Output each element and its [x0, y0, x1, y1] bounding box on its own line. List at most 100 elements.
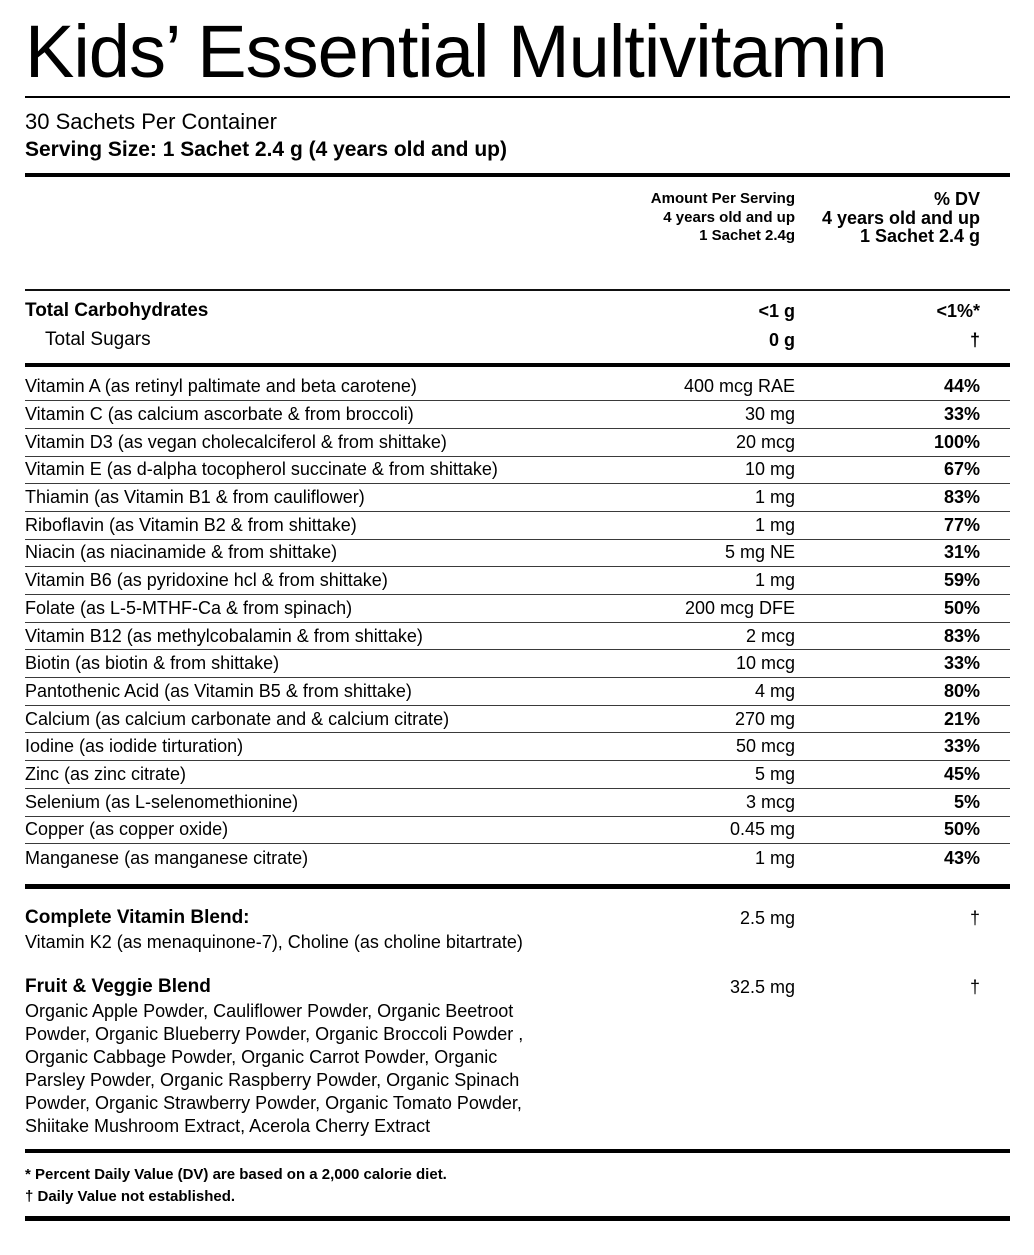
macro-dv: † [969, 329, 980, 350]
column-headers: Amount Per Serving 4 years old and up 1 … [25, 190, 1010, 246]
nutrient-label: Zinc (as zinc citrate) [25, 763, 187, 784]
blend-ingredients: Vitamin K2 (as menaquinone-7), Choline (… [25, 931, 523, 952]
macro-row: Total Carbohydrates <1 g <1%* [25, 297, 1010, 326]
nutrient-row: Copper (as copper oxide) 0.45 mg 50% [25, 817, 1010, 845]
nutrient-label: Manganese (as manganese citrate) [25, 847, 309, 868]
product-title: Kids’ Essential Multivitamin [25, 10, 888, 93]
nutrient-dv: 5% [953, 791, 980, 812]
blend-amount: 2.5 mg [739, 907, 795, 928]
nutrient-label: Riboflavin (as Vitamin B2 & from shittak… [25, 514, 357, 535]
nutrient-label: Vitamin B6 (as pyridoxine hcl & from shi… [25, 570, 388, 591]
nutrient-dv: 50% [943, 597, 980, 618]
nutrient-amount: 200 mcg DFE [684, 597, 795, 618]
nutrient-amount: 30 mg [744, 404, 795, 425]
blend-text: Complete Vitamin Blend: Vitamin K2 (as m… [25, 906, 565, 954]
nutrient-amount: 1 mg [754, 487, 795, 508]
nutrient-dv: 44% [943, 376, 980, 397]
nutrient-label: Iodine (as iodide tirturation) [25, 736, 244, 757]
nutrient-row: Manganese (as manganese citrate) 1 mg 43… [25, 844, 1010, 872]
nutrient-row: Selenium (as L-selenomethionine) 3 mcg 5… [25, 789, 1010, 817]
nutrient-row: Pantothenic Acid (as Vitamin B5 & from s… [25, 678, 1010, 706]
divider-bottom [25, 1215, 1010, 1221]
nutrient-dv: 83% [943, 625, 980, 646]
nutrient-amount: 0.45 mg [729, 819, 795, 840]
macro-label: Total Carbohydrates [25, 300, 209, 321]
blend-dv: † [969, 976, 980, 997]
nutrient-amount: 1 mg [754, 514, 795, 535]
dv-header-line-1: % DV [933, 189, 980, 209]
nutrient-label: Vitamin B12 (as methylcobalamin & from s… [25, 625, 423, 646]
divider-under-serving [25, 173, 1010, 177]
nutrient-row: Folate (as L-5-MTHF-Ca & from spinach) 2… [25, 595, 1010, 623]
nutrient-dv: 31% [943, 542, 980, 563]
blend-name: Complete Vitamin Blend: [25, 906, 250, 928]
nutrient-label: Niacin (as niacinamide & from shittake) [25, 542, 338, 563]
nutrient-dv: 45% [943, 763, 980, 784]
nutrient-row: Zinc (as zinc citrate) 5 mg 45% [25, 761, 1010, 789]
nutrient-label: Calcium (as calcium carbonate and & calc… [25, 708, 450, 729]
macro-label: Total Sugars [45, 329, 151, 350]
divider-above-blends [25, 883, 1010, 889]
nutrient-row: Iodine (as iodide tirturation) 50 mcg 33… [25, 733, 1010, 762]
macro-dv: <1%* [936, 300, 980, 321]
nutrient-dv: 59% [943, 570, 980, 591]
dv-header-line-3: 1 Sachet 2.4 g [859, 226, 980, 246]
nutrient-amount: 270 mg [734, 708, 795, 729]
dv-header-line-2: 4 years old and up [821, 207, 980, 228]
nutrient-amount: 50 mcg [735, 736, 795, 757]
nutrient-dv: 33% [943, 736, 980, 757]
nutrient-amount: 5 mg NE [724, 542, 795, 563]
carbohydrate-section: Total Carbohydrates <1 g <1%* Total Suga… [25, 291, 1010, 363]
serving-size: Serving Size: 1 Sachet 2.4 g (4 years ol… [25, 138, 507, 161]
amount-column-header: Amount Per Serving 4 years old and up 1 … [565, 190, 795, 246]
nutrient-row: Vitamin D3 (as vegan cholecalciferol & f… [25, 429, 1010, 457]
amount-header-line-3: 1 Sachet 2.4g [699, 227, 795, 244]
fruit-veggie-blend-section: Fruit & Veggie Blend Organic Apple Powde… [25, 975, 1010, 1138]
nutrient-dv: 67% [943, 459, 980, 480]
dv-column-header: % DV 4 years old and up 1 Sachet 2.4 g [795, 190, 980, 246]
nutrient-amount: 20 mcg [735, 431, 795, 452]
nutrient-label: Vitamin C (as calcium ascorbate & from b… [25, 404, 414, 425]
nutrient-row: Calcium (as calcium carbonate and & calc… [25, 706, 1010, 734]
supplement-facts-panel: Kids’ Essential Multivitamin 30 Sachets … [0, 15, 1034, 1221]
nutrient-label: Vitamin E (as d-alpha tocopherol succina… [25, 459, 498, 480]
footnotes: * Percent Daily Value (DV) are based on … [25, 1164, 1010, 1209]
nutrient-row: Vitamin B6 (as pyridoxine hcl & from shi… [25, 567, 1010, 595]
nutrient-amount: 2 mcg [745, 625, 795, 646]
nutrient-dv: 43% [943, 847, 980, 868]
nutrient-label: Folate (as L-5-MTHF-Ca & from spinach) [25, 597, 353, 618]
nutrient-row: Vitamin C (as calcium ascorbate & from b… [25, 401, 1010, 429]
nutrient-dv: 77% [943, 514, 980, 535]
nutrient-dv: 100% [933, 431, 980, 452]
nutrient-row: Biotin (as biotin & from shittake) 10 mc… [25, 650, 1010, 679]
nutrient-row: Vitamin E (as d-alpha tocopherol succina… [25, 457, 1010, 485]
nutrient-dv: 33% [943, 404, 980, 425]
nutrient-row: Vitamin A (as retinyl paltimate and beta… [25, 374, 1010, 402]
nutrient-dv: 80% [943, 680, 980, 701]
nutrient-dv: 33% [943, 653, 980, 674]
nutrient-amount: 1 mg [754, 570, 795, 591]
complete-vitamin-blend-section: Complete Vitamin Blend: Vitamin K2 (as m… [25, 906, 1010, 954]
nutrient-dv: 21% [943, 708, 980, 729]
macro-row: Total Sugars 0 g † [25, 326, 1010, 355]
macro-amount: <1 g [758, 300, 795, 321]
amount-header-line-1: Amount Per Serving [650, 190, 795, 207]
nutrient-amount: 400 mcg RAE [683, 376, 795, 397]
nutrient-dv: 83% [943, 487, 980, 508]
blend-text: Fruit & Veggie Blend Organic Apple Powde… [25, 975, 565, 1138]
nutrient-row: Riboflavin (as Vitamin B2 & from shittak… [25, 512, 1010, 540]
blend-amount: 32.5 mg [729, 976, 795, 997]
nutrient-amount: 4 mg [754, 680, 795, 701]
amount-header-line-2: 4 years old and up [663, 208, 795, 226]
nutrient-label: Selenium (as L-selenomethionine) [25, 791, 299, 812]
vitamins-minerals-section: Vitamin A (as retinyl paltimate and beta… [25, 367, 1010, 872]
blend-name: Fruit & Veggie Blend [25, 975, 211, 997]
divider-under-title [25, 96, 1010, 98]
nutrient-label: Vitamin A (as retinyl paltimate and beta… [25, 376, 417, 397]
blend-ingredients: Organic Apple Powder, Cauliflower Powder… [25, 1000, 524, 1136]
sachets-per-container: 30 Sachets Per Container [25, 109, 277, 134]
nutrient-amount: 1 mg [754, 847, 795, 868]
macro-amount: 0 g [768, 329, 795, 350]
nutrient-amount: 10 mg [744, 459, 795, 480]
nutrient-label: Pantothenic Acid (as Vitamin B5 & from s… [25, 680, 412, 701]
